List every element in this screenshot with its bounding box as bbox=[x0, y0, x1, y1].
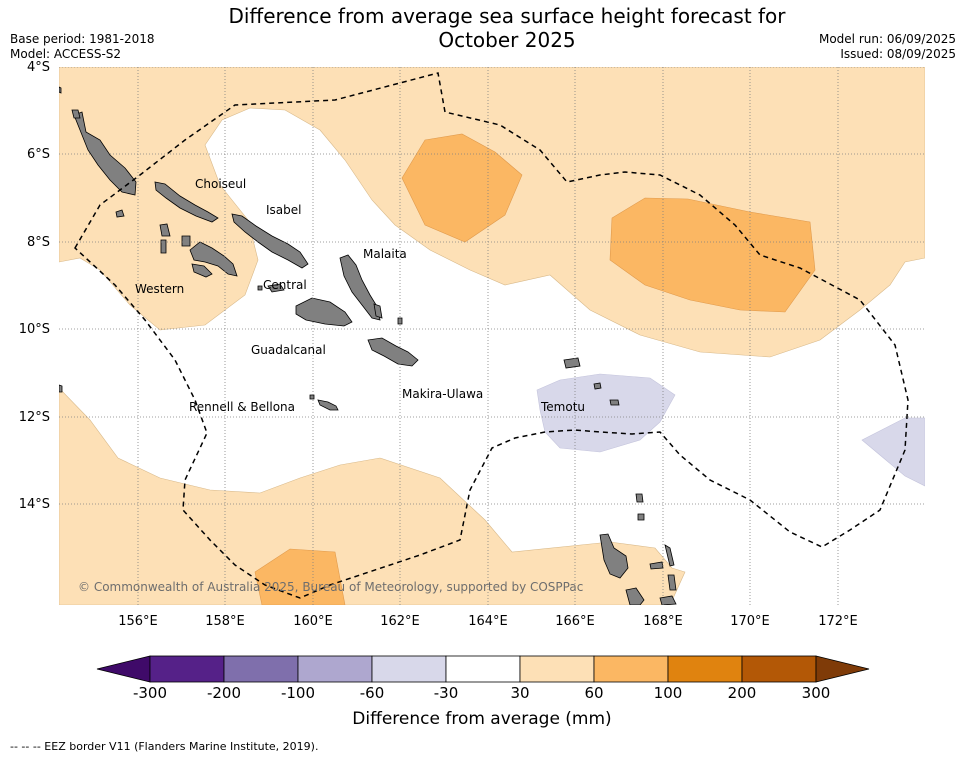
colorbar-segment-neg100-neg60 bbox=[297, 655, 373, 683]
colorbar-segment-100-200 bbox=[667, 655, 743, 683]
colorbar-label-60: 60 bbox=[584, 684, 604, 702]
land-ambrym bbox=[659, 595, 677, 605]
title-line-1: Difference from average sea surface heig… bbox=[228, 4, 786, 28]
colorbar-segment-below-neg300 bbox=[96, 655, 151, 683]
land-maewo bbox=[664, 544, 675, 567]
anomaly-neg30-neg60-east bbox=[861, 417, 925, 487]
anomaly-30-60-south bbox=[59, 387, 686, 605]
colorbar-segment-30-60 bbox=[519, 655, 595, 683]
anomaly-neg30-neg60-temotu bbox=[536, 373, 676, 453]
colorbar-label-200: 200 bbox=[727, 684, 757, 702]
land-north-coast-fragment bbox=[59, 384, 63, 393]
province-label-central: Central bbox=[263, 278, 307, 292]
land-torres-islands bbox=[635, 493, 644, 503]
lon-label-166e: 166°E bbox=[555, 614, 595, 629]
model-run-date: Model run: 06/09/2025 bbox=[818, 32, 956, 46]
land-choiseul bbox=[154, 181, 219, 223]
land-savo bbox=[257, 285, 263, 291]
land-buka bbox=[71, 109, 81, 119]
land-shortland bbox=[115, 209, 125, 218]
title-line-2: October 2025 bbox=[438, 28, 576, 52]
land-ulawa bbox=[397, 317, 403, 325]
province-label-temotu: Temotu bbox=[541, 400, 586, 414]
province-label-guadalcanal: Guadalcanal bbox=[251, 343, 326, 357]
issued-date: Issued: 08/09/2025 bbox=[840, 47, 956, 61]
lat-label-10s: 10°S bbox=[18, 322, 50, 337]
colorbar-segment-above-300 bbox=[815, 655, 870, 683]
province-label-isabel: Isabel bbox=[266, 203, 302, 217]
land-florida-islands bbox=[267, 283, 285, 293]
eez-legend-note: -- -- -- EEZ border V11 (Flanders Marine… bbox=[10, 740, 319, 753]
anomaly-60-100-central bbox=[401, 133, 523, 243]
map-plot-area bbox=[59, 67, 925, 605]
land-makira bbox=[367, 337, 419, 367]
lon-label-168e: 168°E bbox=[643, 614, 683, 629]
land-ranongga bbox=[160, 239, 167, 254]
land-kolombangara bbox=[181, 235, 191, 247]
land-vella-lavella bbox=[159, 223, 171, 237]
lat-label-14s: 14°S bbox=[18, 497, 50, 512]
run-info: Model run: 06/09/2025 Issued: 08/09/2025 bbox=[819, 32, 956, 62]
lat-label-4s: 4°S bbox=[26, 60, 50, 75]
base-period: Base period: 1981-2018 bbox=[10, 32, 155, 46]
province-label-makira-ulawa: Makira-Ulawa bbox=[402, 387, 484, 401]
colorbar bbox=[96, 655, 870, 683]
lon-label-156e: 156°E bbox=[118, 614, 158, 629]
eez-border bbox=[74, 72, 909, 599]
colorbar-label-neg200: -200 bbox=[206, 684, 242, 702]
land-vangunu bbox=[191, 263, 213, 278]
model-info: Base period: 1981-2018 Model: ACCESS-S2 bbox=[10, 32, 155, 62]
province-label-malaita: Malaita bbox=[363, 247, 407, 261]
land-isabel bbox=[231, 213, 309, 269]
land-guadalcanal bbox=[295, 297, 353, 327]
lat-label-12s: 12°S bbox=[18, 410, 50, 425]
colorbar-segment-neg30-30 bbox=[445, 655, 521, 683]
colorbar-segment-neg200-neg100 bbox=[223, 655, 299, 683]
colorbar-segment-neg60-neg30 bbox=[371, 655, 447, 683]
gridlines bbox=[59, 67, 925, 605]
land-banks-islands bbox=[637, 513, 645, 521]
lat-label-8s: 8°S bbox=[26, 235, 50, 250]
lon-label-164e: 164°E bbox=[468, 614, 508, 629]
colorbar-label-neg300: -300 bbox=[132, 684, 168, 702]
colorbar-label-30: 30 bbox=[510, 684, 530, 702]
lon-label-162e: 162°E bbox=[380, 614, 420, 629]
colorbar-label-neg100: -100 bbox=[280, 684, 316, 702]
land-masses bbox=[59, 86, 677, 605]
land-bougainville bbox=[73, 111, 137, 196]
model-name: Model: ACCESS-S2 bbox=[10, 47, 122, 61]
lon-label-160e: 160°E bbox=[293, 614, 333, 629]
land-espiritu-santo bbox=[599, 533, 629, 579]
land-reef-islands bbox=[593, 382, 602, 390]
colorbar-label-300: 300 bbox=[801, 684, 831, 702]
land-small-malaita bbox=[373, 303, 383, 319]
lon-label-172e: 172°E bbox=[818, 614, 858, 629]
land-pentecost bbox=[667, 574, 677, 591]
lon-label-158e: 158°E bbox=[205, 614, 245, 629]
land-malakula bbox=[625, 587, 645, 605]
province-label-choiseul: Choiseul bbox=[195, 177, 247, 191]
province-label-western: Western bbox=[135, 282, 185, 296]
lat-label-6s: 6°S bbox=[26, 147, 50, 162]
land-utupua bbox=[609, 399, 620, 406]
colorbar-segment-60-100 bbox=[593, 655, 669, 683]
land-new-georgia bbox=[189, 241, 238, 277]
colorbar-label-100: 100 bbox=[653, 684, 683, 702]
colorbar-label-neg30: -30 bbox=[433, 684, 459, 702]
anomaly-60-100-east bbox=[609, 197, 816, 313]
copyright-notice: © Commonwealth of Australia 2025, Bureau… bbox=[78, 580, 584, 594]
colorbar-label-neg60: -60 bbox=[359, 684, 385, 702]
lon-label-170e: 170°E bbox=[730, 614, 770, 629]
colorbar-title: Difference from average (mm) bbox=[352, 709, 612, 729]
land-rennell bbox=[317, 399, 339, 411]
map-title: Difference from average sea surface heig… bbox=[160, 4, 854, 52]
land-nw-islet bbox=[59, 86, 62, 94]
province-label-rennell-bellona: Rennell & Bellona bbox=[189, 400, 296, 414]
colorbar-segment-neg300-neg200 bbox=[149, 655, 225, 683]
land-santa-cruz bbox=[563, 357, 581, 369]
anomaly-60-100-south bbox=[254, 548, 346, 605]
colorbar-segment-200-300 bbox=[741, 655, 817, 683]
